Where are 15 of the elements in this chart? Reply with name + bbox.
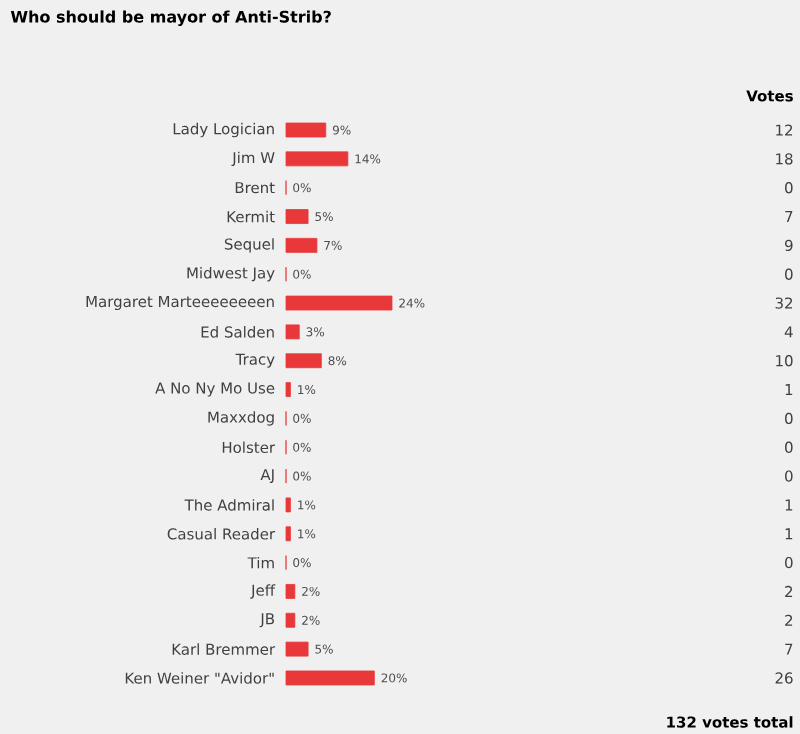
bar <box>285 497 291 513</box>
bar <box>285 526 291 542</box>
bar <box>285 209 309 224</box>
bar <box>285 122 327 138</box>
bar <box>285 670 375 686</box>
bar <box>285 237 318 253</box>
bar <box>285 612 296 628</box>
bar <box>285 353 322 369</box>
bar <box>285 295 393 311</box>
bar <box>285 584 296 599</box>
bar <box>285 324 300 340</box>
chart-title: Who should be mayor of Anti-Strib? <box>10 10 331 26</box>
bar <box>285 382 291 397</box>
bar <box>285 641 309 657</box>
bar <box>285 151 349 167</box>
